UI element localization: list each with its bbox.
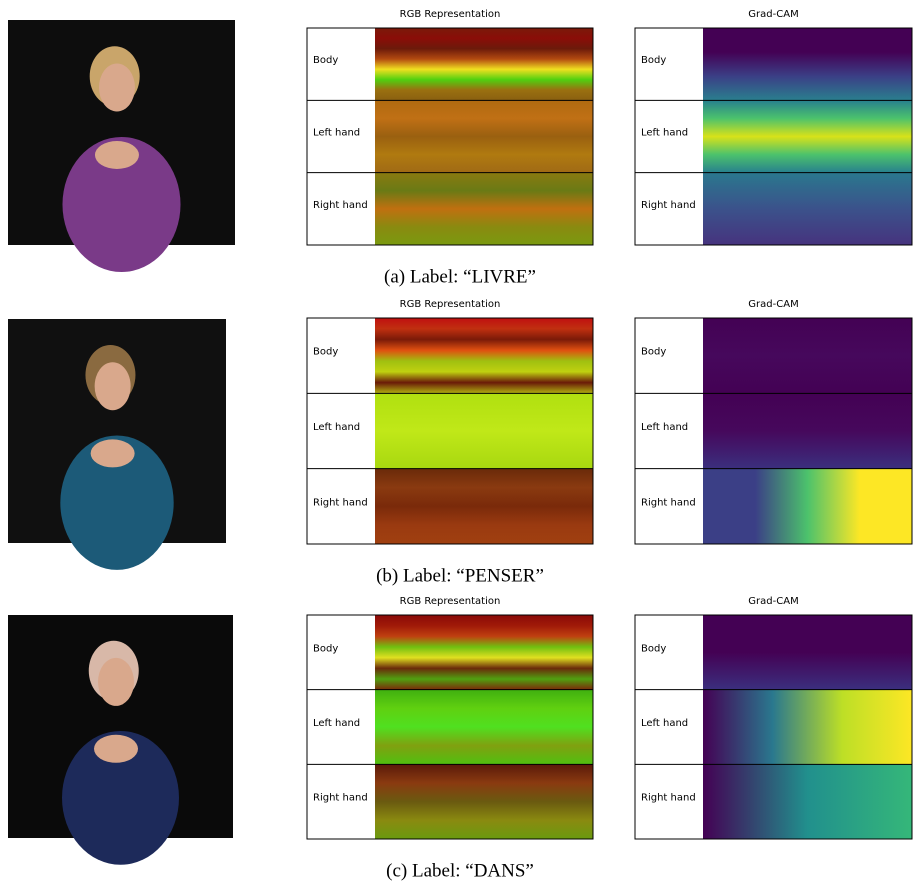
- heatmap-section: [703, 690, 912, 765]
- row-label: Body: [313, 643, 338, 654]
- row-label: Left hand: [641, 718, 688, 729]
- heatmap-section: [703, 469, 912, 544]
- caption: (c) Label: “DANS”: [386, 860, 534, 881]
- row-label: Right hand: [641, 793, 696, 804]
- row-label: Right hand: [641, 497, 696, 508]
- panel-title: Grad-CAM: [748, 596, 798, 607]
- row-label: Body: [313, 347, 338, 358]
- row-label: Right hand: [641, 200, 696, 211]
- person-hands: [95, 141, 139, 169]
- panel-title: Grad-CAM: [748, 299, 798, 310]
- heatmap-section: [703, 393, 912, 468]
- page: {"figures": [ {"rgb": {"title": "RGB Rep…: [0, 0, 913, 888]
- caption: (b) Label: “PENSER”: [376, 565, 544, 586]
- row-label: Left hand: [641, 422, 688, 433]
- person-face: [98, 658, 134, 706]
- heatmap-section: [375, 100, 593, 172]
- person-hands: [91, 439, 135, 467]
- heatmap-section: [703, 764, 912, 839]
- panel-title: Grad-CAM: [748, 9, 798, 20]
- heatmap-section: [375, 173, 593, 245]
- heatmap-section: [703, 615, 912, 690]
- row-label: Right hand: [313, 497, 368, 508]
- figure: RGB Representation Body Left hand Right han…: [0, 0, 913, 888]
- row-label: Left hand: [313, 718, 360, 729]
- panel-title: RGB Representation: [400, 299, 501, 310]
- heatmap-section: [375, 393, 593, 468]
- panel-title: RGB Representation: [400, 9, 501, 20]
- row-label: Right hand: [313, 793, 368, 804]
- row-label: Right hand: [313, 200, 368, 211]
- row-label: Body: [641, 643, 666, 654]
- heatmap-section: [375, 690, 593, 765]
- caption: (a) Label: “LIVRE”: [384, 266, 536, 287]
- heatmap-section: [375, 764, 593, 839]
- person-hands: [94, 735, 138, 763]
- heatmap-section: [703, 318, 912, 393]
- heatmap-section: [375, 28, 593, 100]
- panel-title: RGB Representation: [400, 596, 501, 607]
- row-label: Body: [641, 347, 666, 358]
- heatmap-section: [375, 318, 593, 393]
- person-face: [95, 362, 131, 410]
- heatmap-section: [703, 173, 912, 245]
- heatmap-section: [703, 28, 912, 100]
- heatmap-section: [375, 469, 593, 544]
- row-label: Left hand: [313, 422, 360, 433]
- row-label: Left hand: [313, 128, 360, 139]
- row-label: Body: [641, 55, 666, 66]
- heatmap-section: [703, 100, 912, 172]
- row-label: Body: [313, 55, 338, 66]
- person-face: [99, 64, 135, 112]
- row-label: Left hand: [641, 128, 688, 139]
- heatmap-section: [375, 615, 593, 690]
